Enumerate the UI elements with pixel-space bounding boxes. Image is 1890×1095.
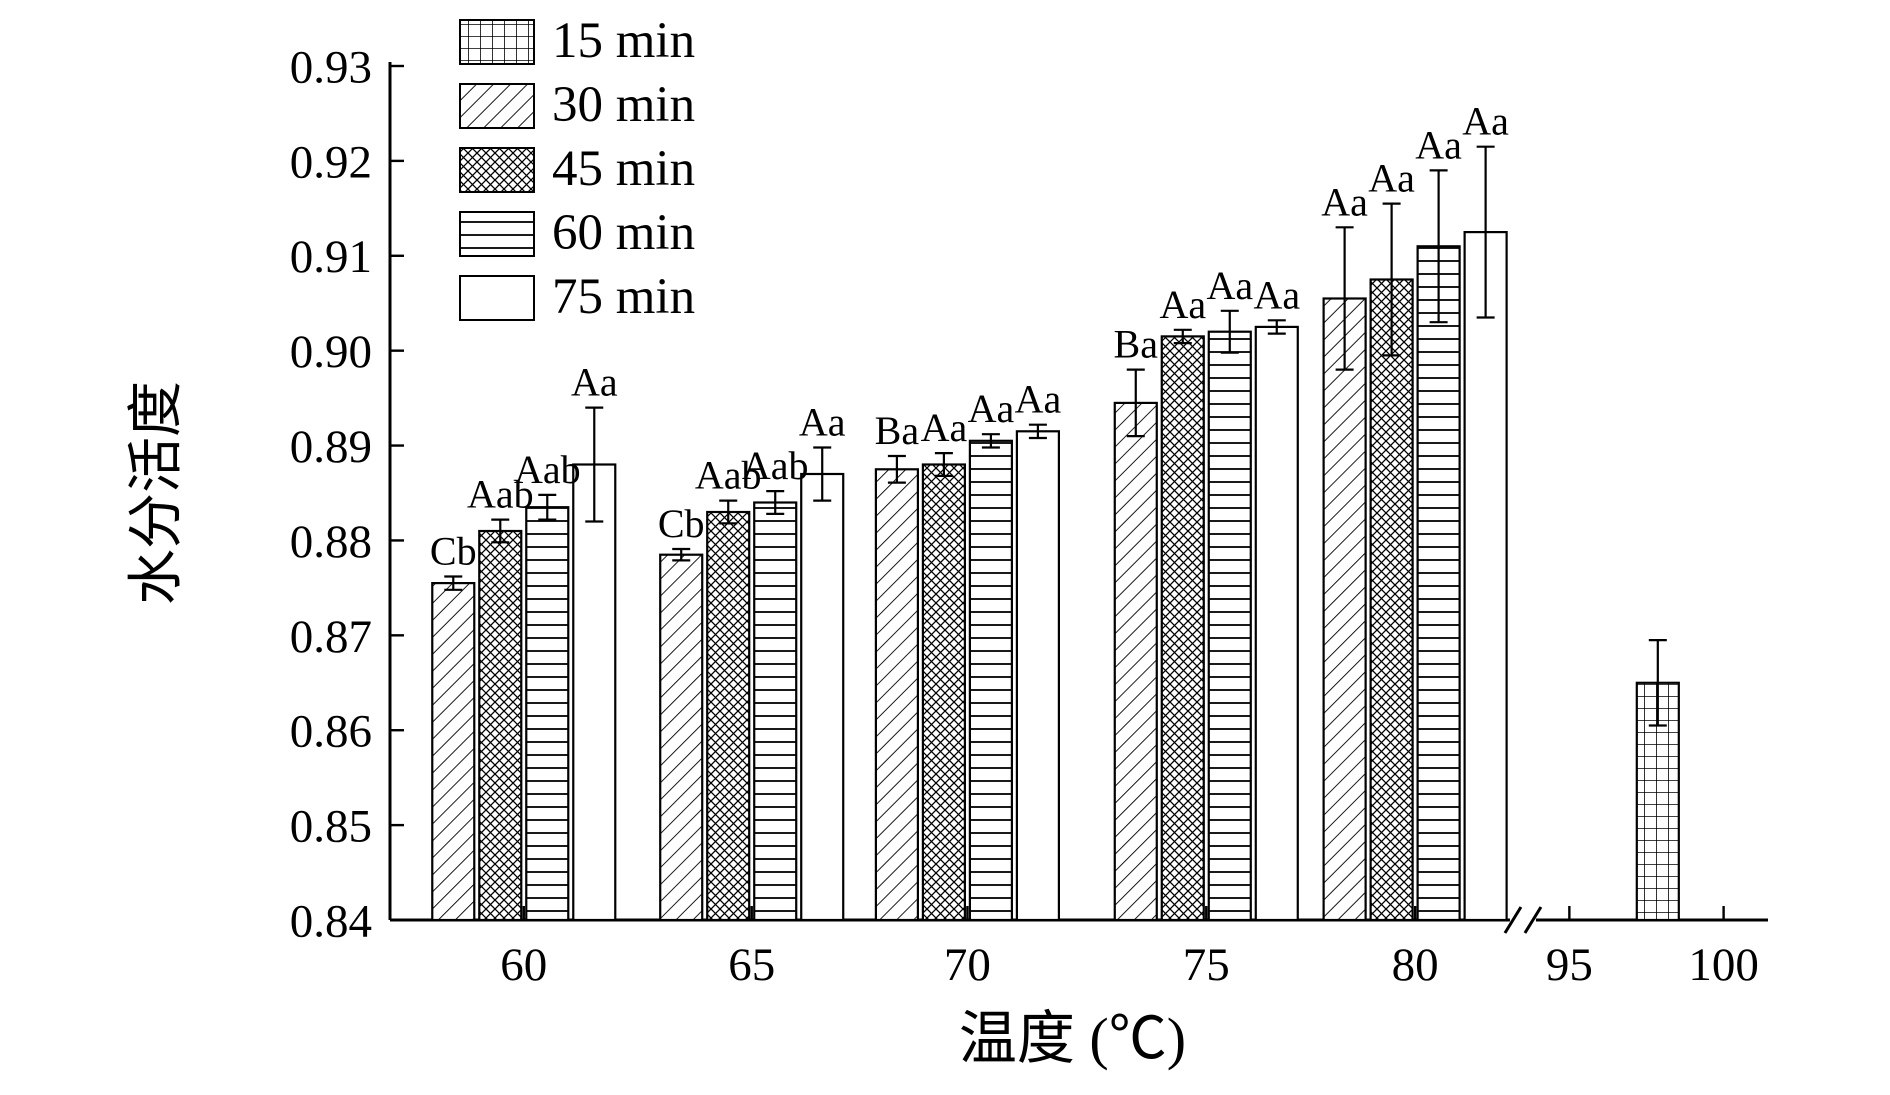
bar-45-min-80 [1369,278,1414,922]
y-tick-label: 0.90 [290,326,372,378]
y-tick-label: 0.84 [290,895,372,947]
bar-60-min-70 [968,439,1013,922]
bar-75-min-60 [572,463,617,922]
bar-60-min-75 [1207,330,1252,922]
error-bar [1648,638,1667,727]
bar-45-min-70 [921,463,966,922]
significance-label: Aa [571,360,618,405]
x-tick-label: 100 [1688,939,1759,991]
significance-label: Aa [968,386,1015,431]
bar-30-min-80 [1322,297,1367,922]
error-bar [981,433,1000,449]
y-tick-label: 0.85 [290,801,372,853]
legend-swatch-grid [459,19,535,65]
y-tick-label: 0.87 [290,611,372,663]
significance-label: Ba [1114,322,1159,367]
x-axis-title: 温度 (℃) [959,1006,1186,1071]
x-tick-label: 80 [1392,939,1439,991]
error-bar [1429,169,1448,324]
bar-30-min-60 [431,581,476,922]
bar-75-min-70 [1015,430,1060,922]
legend-swatch-crosshatch [459,147,535,193]
bar-30-min-70 [874,468,919,922]
bar-60-min-65 [753,501,798,922]
significance-label: Aab [514,447,581,492]
error-bar [1382,202,1401,357]
significance-label: Cb [658,501,705,546]
significance-label: Aab [742,443,809,488]
y-tick-label: 0.88 [290,516,372,568]
significance-label: Aa [921,405,968,450]
significance-label: Aab [695,453,762,498]
error-bar [672,547,691,562]
bar-75-min-80 [1463,231,1508,922]
bar-45-min-75 [1160,335,1205,922]
bar-75-min-65 [800,472,845,922]
error-bar [1173,328,1192,345]
y-tick-label: 0.92 [290,136,372,188]
bar-75-min-75 [1254,325,1299,922]
error-bar [1335,226,1354,371]
significance-label: Aa [1321,179,1368,224]
bar-45-min-60 [478,529,523,922]
error-bar [1126,368,1145,438]
legend-label: 60 min [552,205,695,261]
error-bar [766,490,785,516]
legend-swatch-diagonal [459,83,535,129]
bar-60-min-60 [525,506,570,922]
bar-45-min-65 [706,510,751,922]
legend-label: 30 min [552,77,695,133]
significance-label: Aab [467,472,534,517]
legend-item: 15 min [459,13,695,69]
x-tick-label: 65 [728,939,775,991]
error-bar [444,575,463,591]
error-bar [813,446,832,502]
y-tick-label: 0.86 [290,706,372,758]
error-bar [491,518,510,544]
significance-label: Aa [799,400,846,445]
significance-label: Aa [1462,99,1509,144]
legend-item: 60 min [459,205,695,261]
legend-label: 15 min [552,13,695,69]
error-bar [934,452,953,477]
significance-label: Aa [1206,263,1253,308]
legend-swatch-plain [459,275,535,321]
significance-label: Aa [1253,272,1300,317]
error-bar [1476,145,1495,319]
significance-label: Aa [1368,156,1415,201]
bar-60-min-80 [1416,245,1461,922]
legend-label: 45 min [552,141,695,197]
x-tick-label: 75 [1183,939,1230,991]
significance-label: Aa [1159,282,1206,327]
bar-30-min-75 [1113,401,1158,922]
significance-label: Aa [1015,377,1062,422]
error-bar [585,406,604,523]
error-bar [1220,309,1239,354]
error-bar [887,454,906,484]
y-axis-title: 水分活度 [126,381,188,605]
error-bar [719,499,738,525]
y-tick-label: 0.93 [290,41,372,93]
legend-label: 75 min [552,269,695,325]
bar-30-min-65 [659,553,704,922]
legend-item: 45 min [459,141,695,197]
y-tick-label: 0.91 [290,231,372,283]
legend-item: 75 min [459,269,695,325]
y-tick-label: 0.89 [290,421,372,473]
significance-label: Aa [1415,122,1462,167]
error-bar [1267,319,1286,335]
error-bar [538,493,557,521]
x-tick-label: 70 [944,939,991,991]
axis-break-icon [1503,906,1543,934]
legend-item: 30 min [459,77,695,133]
x-tick-label: 60 [500,939,547,991]
error-bar [1028,423,1047,440]
legend-swatch-horizontal [459,211,535,257]
x-tick-label: 95 [1546,939,1593,991]
significance-label: Ba [875,408,920,453]
significance-label: Cb [430,529,477,574]
